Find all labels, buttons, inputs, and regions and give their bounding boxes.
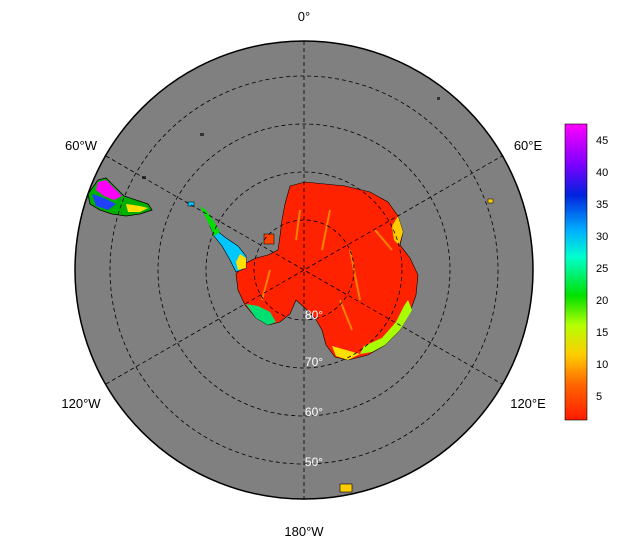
colorbar-tick-5: 5 [596, 391, 602, 403]
lat-label-60: 60° [305, 405, 323, 419]
island-south-georgia [339, 483, 353, 493]
colorbar-tick-45: 45 [596, 135, 608, 147]
colorbar: 45 40 35 30 25 20 15 10 5 [564, 123, 608, 421]
lon-label-60e: 60°E [514, 138, 543, 153]
island-ice-east [263, 233, 275, 245]
colorbar-tick-15: 15 [596, 327, 608, 339]
colorbar-tick-30: 30 [596, 231, 608, 243]
coast-band-south [332, 346, 360, 360]
colorbar-tick-40: 40 [596, 167, 608, 179]
lat-label-80: 80° [305, 308, 323, 322]
antarctica-main [235, 181, 419, 361]
colorbar-tick-35: 35 [596, 199, 608, 211]
lat-label-70: 70° [305, 355, 323, 369]
graticule [105, 41, 503, 499]
island-tiny-3 [437, 97, 440, 100]
lon-label-180w: 180°W [284, 524, 324, 539]
lat-label-50: 50° [305, 455, 323, 469]
coast-band-east [392, 216, 403, 245]
south-america-magenta [96, 180, 122, 200]
lon-label-120w: 120°W [61, 396, 101, 411]
lon-label-120e: 120°E [510, 396, 546, 411]
coast-band-southeast [360, 300, 412, 354]
island-small-east [487, 198, 494, 204]
island-tiny-2 [200, 133, 204, 136]
lon-label-60w: 60°W [65, 138, 98, 153]
island-shetland [187, 201, 195, 207]
peninsula-inner [236, 254, 246, 270]
interior-streaks [261, 209, 393, 331]
colorbar-tick-25: 25 [596, 263, 608, 275]
colorbar-tick-10: 10 [596, 359, 608, 371]
globe-border [74, 40, 534, 500]
coast-band-peninsula-base [246, 304, 276, 325]
colorbar-tick-20: 20 [596, 295, 608, 307]
colorbar-gradient [564, 123, 588, 421]
lon-label-0: 0° [298, 9, 310, 24]
south-america-blue [92, 194, 116, 210]
south-america-yellow [126, 204, 148, 212]
